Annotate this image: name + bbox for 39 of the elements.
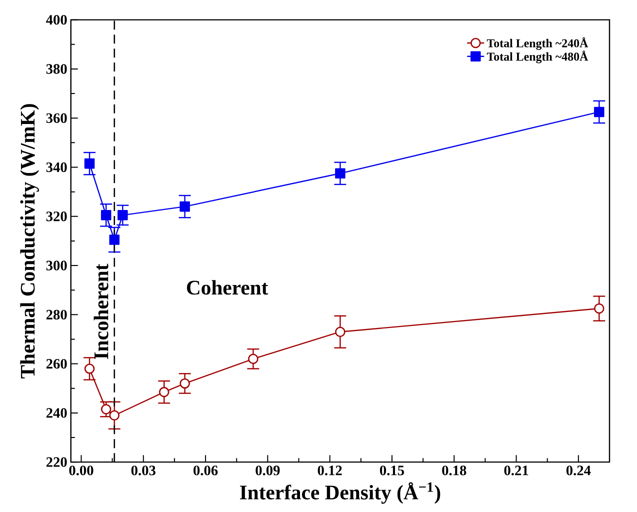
y-tick-label: 300: [46, 260, 67, 271]
y-tick-label: 240: [46, 408, 67, 418]
annotation: Coherent: [186, 280, 268, 295]
y-tick-label: 380: [46, 64, 67, 74]
x-tick-label: 0.09: [256, 466, 280, 476]
x-axis-title: Interface Density (Å$^{−1}$): [240, 482, 440, 504]
y-axis-title: Thermal Conductivity (W/mK): [20, 104, 39, 379]
point: [118, 210, 128, 220]
y-tick-label: 340: [46, 162, 67, 172]
point: [109, 410, 120, 421]
point: [109, 234, 120, 246]
x-tick-label: 0.06: [194, 466, 218, 476]
point: [180, 202, 190, 212]
x-tick-label: 0.03: [131, 466, 156, 476]
point: [594, 304, 604, 314]
x-tick-label: 0.15: [380, 466, 404, 476]
y-tick-label: 320: [46, 212, 67, 222]
point: [84, 158, 95, 169]
x-tick-label: 0.00: [69, 466, 94, 476]
x-tick-label: 0.12: [318, 466, 342, 476]
point: [100, 210, 112, 220]
point: [248, 354, 258, 364]
y-tick-label: 260: [46, 359, 67, 369]
legend-label: Total Length ~480Å: [486, 50, 588, 64]
y-tick-label: 220: [46, 457, 67, 468]
point: [158, 387, 170, 398]
x-tick-label: 0.21: [504, 466, 528, 476]
y-tick-label: 360: [46, 113, 67, 124]
y-tick-label: 400: [46, 15, 67, 25]
point: [335, 326, 346, 338]
y-tick-label: 280: [46, 310, 67, 320]
point: [180, 378, 190, 389]
x-tick-label: 0.24: [566, 466, 591, 476]
annotation: Incoherent: [94, 264, 108, 360]
point: [594, 106, 604, 118]
point: [335, 168, 346, 179]
x-tick-label: 0.18: [442, 466, 466, 476]
point: [84, 364, 95, 374]
legend-label: Total Length ~240Å: [486, 37, 588, 50]
